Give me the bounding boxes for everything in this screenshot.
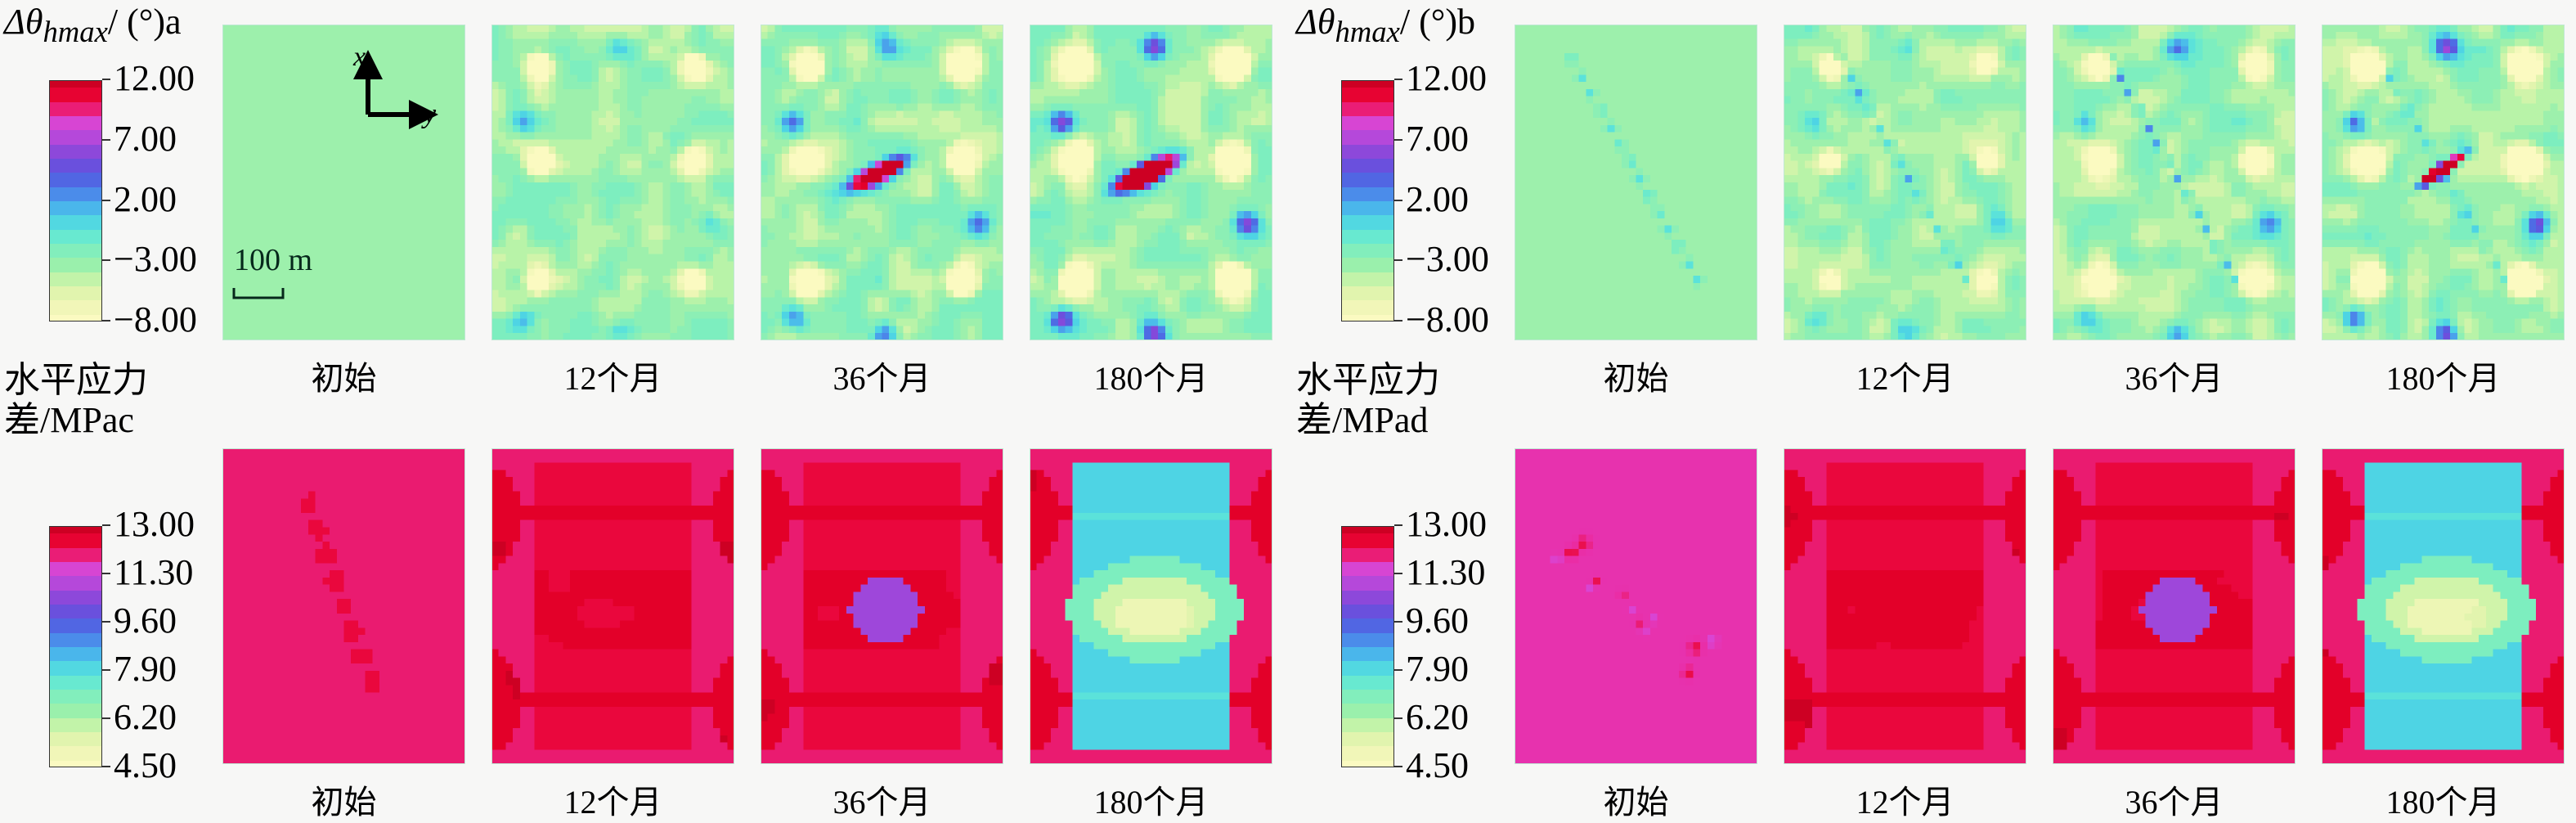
svg-text:100 m: 100 m bbox=[234, 243, 312, 277]
svg-text:y: y bbox=[421, 99, 437, 129]
svg-text:x: x bbox=[352, 42, 366, 72]
